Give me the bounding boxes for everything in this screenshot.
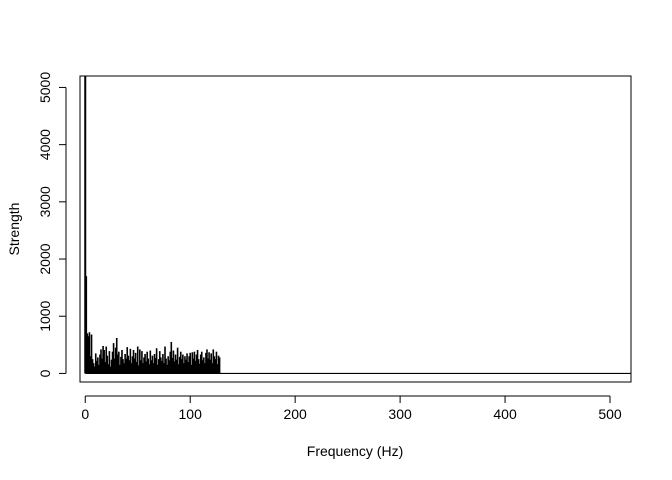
- x-tick-label-3: 300: [388, 406, 412, 422]
- x-axis-label: Frequency (Hz): [307, 443, 403, 459]
- y-tick-label-3: 3000: [37, 186, 53, 217]
- bars-group: [84, 76, 221, 374]
- y-axis-label: Strength: [6, 203, 22, 256]
- y-axis: 0 1000 2000 3000 4000 5000: [37, 72, 67, 377]
- x-tick-label-4: 400: [493, 406, 517, 422]
- y-tick-label-4: 4000: [37, 129, 53, 160]
- y-tick-label-0: 0: [37, 369, 53, 377]
- x-tick-label-1: 100: [179, 406, 203, 422]
- x-tick-label-5: 500: [598, 406, 622, 422]
- y-tick-label-1: 1000: [37, 300, 53, 331]
- y-tick-label-2: 2000: [37, 243, 53, 274]
- x-tick-label-2: 200: [283, 406, 307, 422]
- x-axis: 0 100 200 300 400 500: [81, 395, 622, 422]
- y-tick-label-5: 5000: [37, 72, 53, 103]
- plot-frame: [79, 75, 632, 383]
- x-tick-label-0: 0: [81, 406, 89, 422]
